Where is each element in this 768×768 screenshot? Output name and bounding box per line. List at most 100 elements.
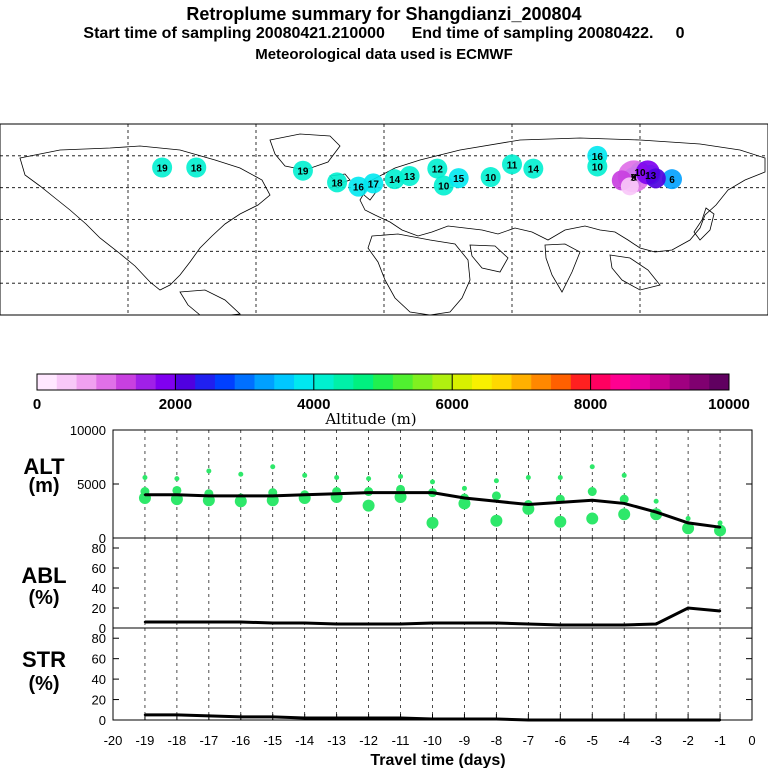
alt-scatter-point: [270, 464, 276, 470]
x-tick-label: -12: [359, 733, 378, 748]
alt-scatter-point: [618, 508, 631, 521]
alt-y-tick-label: 0: [99, 531, 106, 546]
x-tick-label: -9: [459, 733, 471, 748]
abl-y-tick-label: 80: [92, 541, 106, 556]
plume-footprint-blob: [186, 157, 207, 178]
x-tick-label: -2: [682, 733, 694, 748]
plume-day-label: 15: [453, 174, 465, 185]
x-axis: -20 -19 -18 -17 -16 -15 -14 -13 -12 -11 -10 -9 -8 -7-…: [104, 714, 756, 768]
plume-footprint-blob: [427, 158, 448, 179]
alt-data-point: [367, 491, 370, 494]
str-panel: 80 60 40 20 0 STR(%): [22, 627, 753, 728]
x-axis-label: Travel time (days): [370, 752, 505, 768]
alt-data-point: [431, 491, 434, 494]
colorbar-swatch: [570, 374, 592, 390]
colorbar-swatch: [392, 374, 414, 390]
alt-y-tick-label: 5000: [77, 477, 106, 492]
alt-data-point: [591, 499, 594, 502]
colorbar-tick-label: 10000: [708, 396, 750, 413]
alt-data-point: [495, 500, 498, 503]
abl-panel-label: ABL: [21, 563, 66, 588]
plume-day-label: 14: [389, 175, 401, 186]
plume-day-label: 18: [191, 164, 203, 175]
alt-scatter-point: [238, 471, 244, 477]
str-y-tick-label: 80: [92, 631, 106, 646]
abl-data-point: [303, 621, 306, 625]
abl-y-tick-label: 0: [99, 621, 106, 636]
alt-scatter-point: [587, 487, 597, 497]
alt-scatter-point: [589, 464, 595, 470]
japan-outline: [693, 207, 715, 241]
colorbar-swatch: [471, 374, 493, 390]
plume-footprint-blob: [384, 169, 405, 190]
plume-footprint-blob: [327, 172, 348, 193]
x-tick-label: -15: [263, 733, 282, 748]
plume-footprint-blob: [448, 168, 469, 189]
time-series-panels: 1000050000ALT(m)806040200ABL(%)806040200…: [21, 423, 755, 768]
alt-scatter-point: [334, 475, 340, 481]
alt-scatter-point: [458, 497, 471, 510]
alt-scatter-point: [557, 475, 563, 481]
alt-scatter-point: [234, 495, 247, 508]
alt-panel-label: ALT: [23, 454, 65, 479]
plume-day-label: 9: [631, 173, 637, 184]
colorbar-swatch: [214, 374, 236, 390]
x-tick-label: -14: [295, 733, 314, 748]
plume-footprint-blob: [523, 158, 544, 179]
alt-scatter-point: [206, 468, 212, 474]
colorbar-tick-label: 4000: [297, 396, 330, 413]
colorbar-swatch: [709, 374, 730, 390]
x-tick-label: -11: [392, 733, 410, 748]
x-tick-label: -13: [327, 733, 346, 748]
colorbar-swatch: [333, 374, 354, 390]
colorbar-tick-label: 0: [33, 396, 41, 413]
greenland-outline: [269, 133, 341, 171]
alt-scatter-point: [366, 476, 372, 482]
plume-day-label: 10: [634, 168, 646, 179]
str-y-tick-label: 0: [99, 713, 106, 728]
alt-data-point: [654, 510, 658, 514]
abl-panel: 80 60 40 20 0 ABL(%): [21, 537, 753, 636]
plume-day-label: 16: [592, 152, 604, 163]
x-tick-label: -1: [714, 733, 726, 748]
south-america-outline: [179, 289, 241, 316]
abl-data-point: [399, 622, 402, 626]
colorbar-swatch: [353, 374, 374, 390]
alt-data-point: [686, 521, 690, 525]
colorbar-tick-labels: 0 2000 4000 6000 8000 10000: [33, 374, 750, 413]
plume-day-label: 13: [645, 171, 657, 182]
alt-data-point: [559, 501, 562, 504]
plume-day-label: 10: [438, 182, 450, 193]
x-tick-label: 0: [748, 733, 755, 748]
plume-day-label: 19: [297, 167, 309, 178]
abl-data-point: [271, 621, 274, 625]
abl-data-point: [718, 609, 722, 613]
colorbar-swatch: [649, 374, 671, 390]
alt-scatter-point: [554, 515, 567, 528]
colorbar-swatch: [531, 374, 552, 390]
alt-scatter-point: [430, 479, 435, 485]
colorbar-swatch: [630, 374, 651, 390]
colorbar-tick-label: 8000: [574, 396, 607, 413]
colorbar-swatches: [37, 374, 730, 390]
plume-footprint-blob: [399, 165, 420, 186]
alt-scatter-point: [174, 476, 180, 482]
x-tick-label: -10: [423, 733, 442, 748]
abl-data-point: [591, 623, 594, 627]
altitude-colorbar: 0 2000 4000 6000 8000 10000 Altitude (m): [33, 373, 750, 428]
colorbar-swatch: [76, 374, 97, 390]
plume-day-label: 13: [404, 172, 416, 183]
str-y-tick-label: 40: [92, 672, 106, 687]
colorbar-swatch: [294, 374, 315, 390]
colorbar-swatch: [116, 374, 137, 390]
alt-data-point: [303, 493, 306, 496]
southeast-asia-outline: [609, 254, 661, 291]
alt-scatter-point: [142, 475, 148, 481]
alt-scatter-point: [685, 516, 691, 522]
alt-scatter-point: [682, 522, 695, 535]
receptor-station-marker: x: [630, 169, 637, 183]
colorbar-swatch: [511, 374, 532, 390]
x-tick-label: -16: [231, 733, 250, 748]
x-tick-label: -17: [199, 733, 218, 748]
alt-scatter-point: [426, 516, 439, 529]
